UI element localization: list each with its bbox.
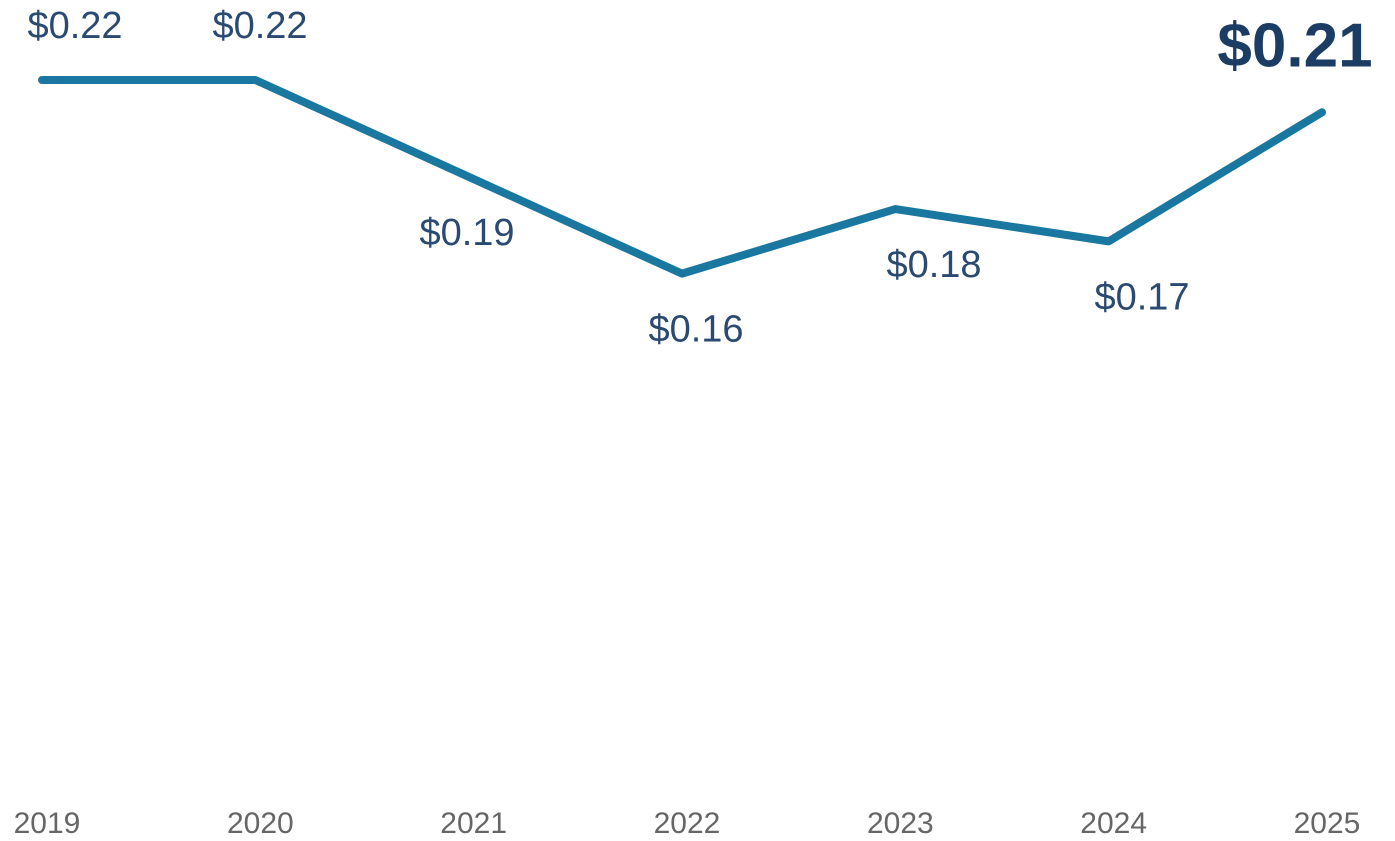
data-label: $0.22	[27, 5, 122, 47]
x-tick-label: 2025	[1294, 807, 1361, 840]
x-tick-label: 2020	[227, 807, 294, 840]
line	[38, 76, 1326, 278]
x-tick-label: 2024	[1080, 807, 1147, 840]
data-label: $0.16	[648, 309, 743, 351]
data-label: $0.19	[419, 212, 514, 254]
x-tick-label: 2019	[14, 807, 81, 840]
x-tick-label: 2023	[867, 807, 934, 840]
x-tick-label: 2021	[440, 807, 507, 840]
data-label: $0.21	[1217, 12, 1372, 81]
data-label: $0.22	[212, 5, 307, 47]
data-label: $0.17	[1094, 276, 1189, 318]
x-tick-label: 2022	[654, 807, 721, 840]
data-label: $0.18	[886, 244, 981, 286]
